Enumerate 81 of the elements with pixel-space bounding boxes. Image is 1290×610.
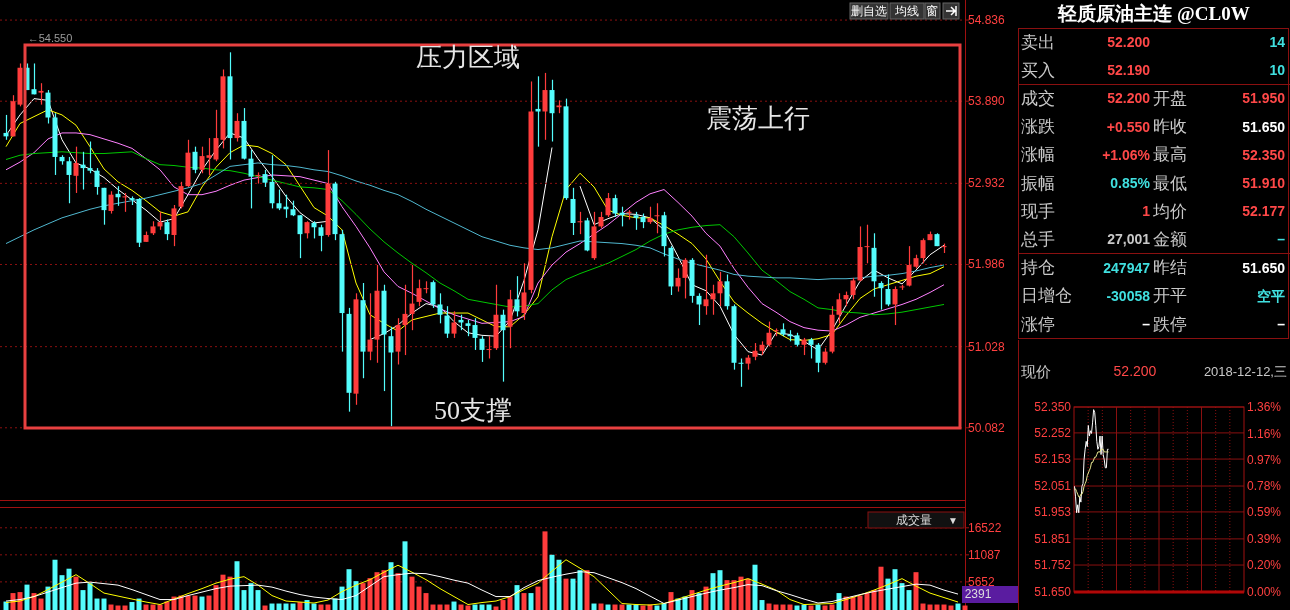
text: 最高 <box>1153 145 1187 165</box>
y-tick-label: 51.953 <box>1034 504 1072 519</box>
annotation: 2391 <box>964 587 992 601</box>
text: 14 <box>1269 34 1286 50</box>
annotation: 50支撑 <box>434 395 512 425</box>
y-tick-label: 53.890 <box>968 94 1006 109</box>
text: 昨收 <box>1153 117 1187 137</box>
y-tick-label: 50.082 <box>968 420 1006 435</box>
y2-tick-label: 0.78% <box>1247 478 1282 493</box>
text: 开盘 <box>1153 88 1187 108</box>
text: 52.200 <box>1107 90 1151 107</box>
y-tick-label: 51.986 <box>968 257 1006 272</box>
annotation: 压力区域 <box>416 42 520 72</box>
y2-tick-label: 0.00% <box>1247 585 1282 599</box>
text: +1.06% <box>1102 146 1151 163</box>
y-tick-label: 51.752 <box>1034 558 1072 573</box>
text: 51.650 <box>1242 259 1286 276</box>
text: 涨停 <box>1021 314 1055 334</box>
y-tick-label: 51.028 <box>968 339 1006 354</box>
y2-tick-label: 1.36% <box>1247 400 1282 414</box>
text: 247947 <box>1103 259 1151 276</box>
y-tick-label: 5652 <box>968 574 996 589</box>
text: 52.177 <box>1242 203 1286 220</box>
text: 1 <box>1142 203 1151 220</box>
text: 最低 <box>1153 173 1187 193</box>
text: 52.190 <box>1107 62 1151 79</box>
text: 持仓 <box>1021 258 1055 278</box>
text: 振幅 <box>1021 173 1055 193</box>
text: -30058 <box>1106 287 1151 304</box>
y2-tick-label: 0.39% <box>1247 531 1282 546</box>
text: 买入 <box>1021 60 1055 80</box>
text: 成交 <box>1021 88 1055 108</box>
y2-tick-label: 0.59% <box>1247 504 1282 519</box>
y2-tick-label: 0.20% <box>1247 557 1282 572</box>
text: 10 <box>1269 62 1286 79</box>
text: 51.910 <box>1242 175 1286 191</box>
text: +0.550 <box>1106 118 1151 135</box>
y-tick-label: 51.650 <box>1034 585 1072 599</box>
text: 51.950 <box>1242 90 1286 107</box>
text: 27,001 <box>1107 231 1151 248</box>
text: 轻质原油主连 @CL0W <box>1057 2 1250 24</box>
y-tick-label: 16522 <box>968 520 1002 535</box>
annotation: 窗 <box>926 4 938 18</box>
y-tick-label: 52.153 <box>1034 452 1072 467</box>
annotation: 震荡上行 <box>706 103 810 133</box>
annotation: 成交量 <box>896 513 932 527</box>
text: 2018-12-12,三 <box>1203 363 1287 379</box>
text: 金额 <box>1153 229 1187 249</box>
text: 52.200 <box>1113 363 1157 379</box>
text: 总手 <box>1020 229 1055 249</box>
y-tick-label: 52.350 <box>1034 400 1072 414</box>
y-tick-label: 52.051 <box>1034 479 1072 494</box>
y-tick-label: 52.252 <box>1034 425 1072 440</box>
text: 开平 <box>1153 286 1187 306</box>
text: 51.650 <box>1242 118 1286 135</box>
text: – <box>1277 231 1286 248</box>
y2-tick-label: 1.16% <box>1247 427 1282 442</box>
annotation: 删自选 <box>851 4 887 18</box>
text: 现价 <box>1021 362 1051 380</box>
y-tick-label: 11087 <box>968 547 1001 562</box>
text: 昨结 <box>1153 258 1187 278</box>
annotation: 均线 <box>894 4 919 18</box>
text: 涨幅 <box>1021 145 1055 165</box>
text: 卖出 <box>1021 32 1055 52</box>
y-tick-label: 54.836 <box>968 13 1006 28</box>
text: 跌停 <box>1153 314 1187 334</box>
text: 均价 <box>1152 201 1187 221</box>
text: 涨跌 <box>1021 117 1055 137</box>
y-tick-label: 51.851 <box>1034 531 1072 546</box>
text: – <box>1142 316 1151 332</box>
annotation: ▼ <box>948 514 958 526</box>
text: 日增仓 <box>1021 286 1072 306</box>
text: 现手 <box>1021 201 1055 221</box>
text: 0.85% <box>1110 175 1151 191</box>
text: – <box>1277 316 1286 332</box>
y2-tick-label: 0.97% <box>1247 453 1282 468</box>
text: 52.350 <box>1242 146 1286 163</box>
annotation: ←54.550 <box>27 32 73 44</box>
text: 空平 <box>1257 287 1285 304</box>
text: 52.200 <box>1107 34 1151 50</box>
y-tick-label: 52.932 <box>968 176 1006 191</box>
